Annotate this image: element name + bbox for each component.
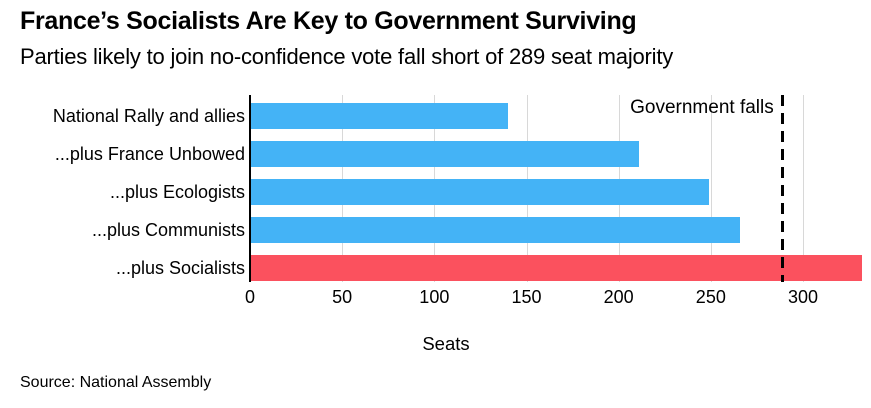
chart-title: France’s Socialists Are Key to Governmen…	[20, 7, 637, 35]
y-axis-zero-line	[249, 95, 251, 282]
threshold-annotation-label: Government falls	[630, 97, 774, 118]
bar-plus-france-unbowed	[250, 141, 639, 167]
x-tick-200: 200	[603, 287, 634, 307]
threshold-line	[781, 95, 785, 282]
category-label: ...plus France Unbowed	[54, 144, 245, 164]
gridline-300	[803, 95, 804, 282]
gridline-250	[710, 95, 712, 282]
x-tick-150: 150	[511, 287, 542, 307]
source-note: Source: National Assembly	[20, 374, 212, 391]
bar-plus-socialists	[250, 255, 862, 281]
category-label: National Rally and allies	[52, 106, 245, 126]
bar-national-rally-and-allies	[250, 103, 509, 129]
bar-plus-communists	[250, 217, 741, 243]
x-tick-300: 300	[787, 287, 819, 307]
x-tick-100: 100	[419, 287, 450, 307]
y-axis-category-labels: National Rally and allies ...plus France …	[0, 95, 245, 282]
x-axis-tick-labels: 0 50 100 150 200 250 300	[245, 287, 862, 309]
x-tick-250: 250	[695, 287, 726, 307]
chart-subtitle: Parties likely to join no-confidence vot…	[20, 44, 674, 69]
plot-area: Government falls	[249, 95, 862, 282]
category-label: ...plus Socialists	[115, 258, 245, 278]
bar-plus-ecologists	[250, 179, 709, 205]
x-axis-title: Seats	[422, 333, 470, 354]
category-label: ...plus Ecologists	[109, 182, 245, 202]
category-label: ...plus Communists	[91, 220, 245, 240]
x-tick-50: 50	[332, 287, 353, 307]
x-tick-0: 0	[244, 287, 256, 307]
